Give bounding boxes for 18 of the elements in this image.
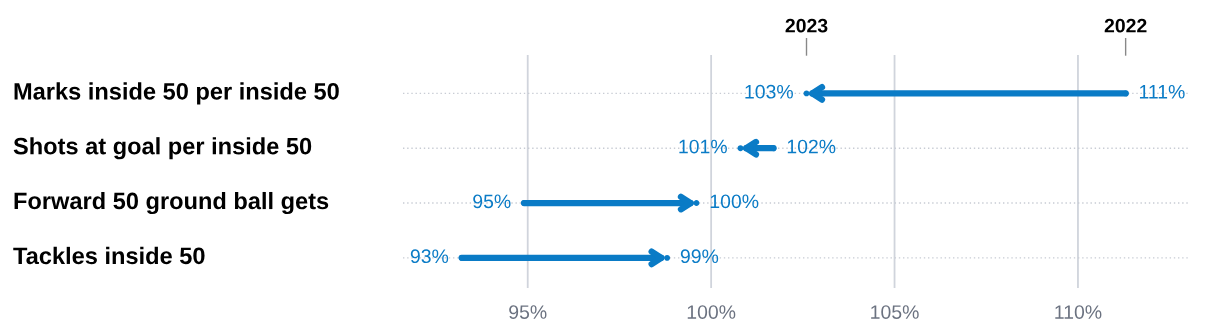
- x-tick-label: 95%: [509, 305, 547, 319]
- data-label: 101%: [679, 139, 727, 154]
- data-label: 103%: [745, 84, 793, 99]
- data-label: 95%: [473, 194, 511, 209]
- text: 2023: [785, 18, 828, 33]
- y-tick-label: Tackles inside 50: [13, 246, 205, 265]
- data-label: 93%: [410, 249, 449, 264]
- data-label: 99%: [680, 249, 719, 264]
- y-tick-label: Marks inside 50 per inside 50: [14, 82, 339, 105]
- data-label: 102%: [787, 139, 836, 154]
- x-tick-label: 110%: [1055, 305, 1102, 319]
- text: 2022: [1104, 18, 1147, 33]
- data-label: 111%: [1139, 84, 1185, 99]
- x-tick-label: 100%: [687, 305, 736, 319]
- y-tick-label: Shots at goal per inside 50: [13, 137, 312, 160]
- data-label: 100%: [710, 194, 759, 209]
- y-tick-label: Forward 50 ground ball gets: [14, 191, 329, 215]
- x-tick-label: 105%: [871, 305, 919, 319]
